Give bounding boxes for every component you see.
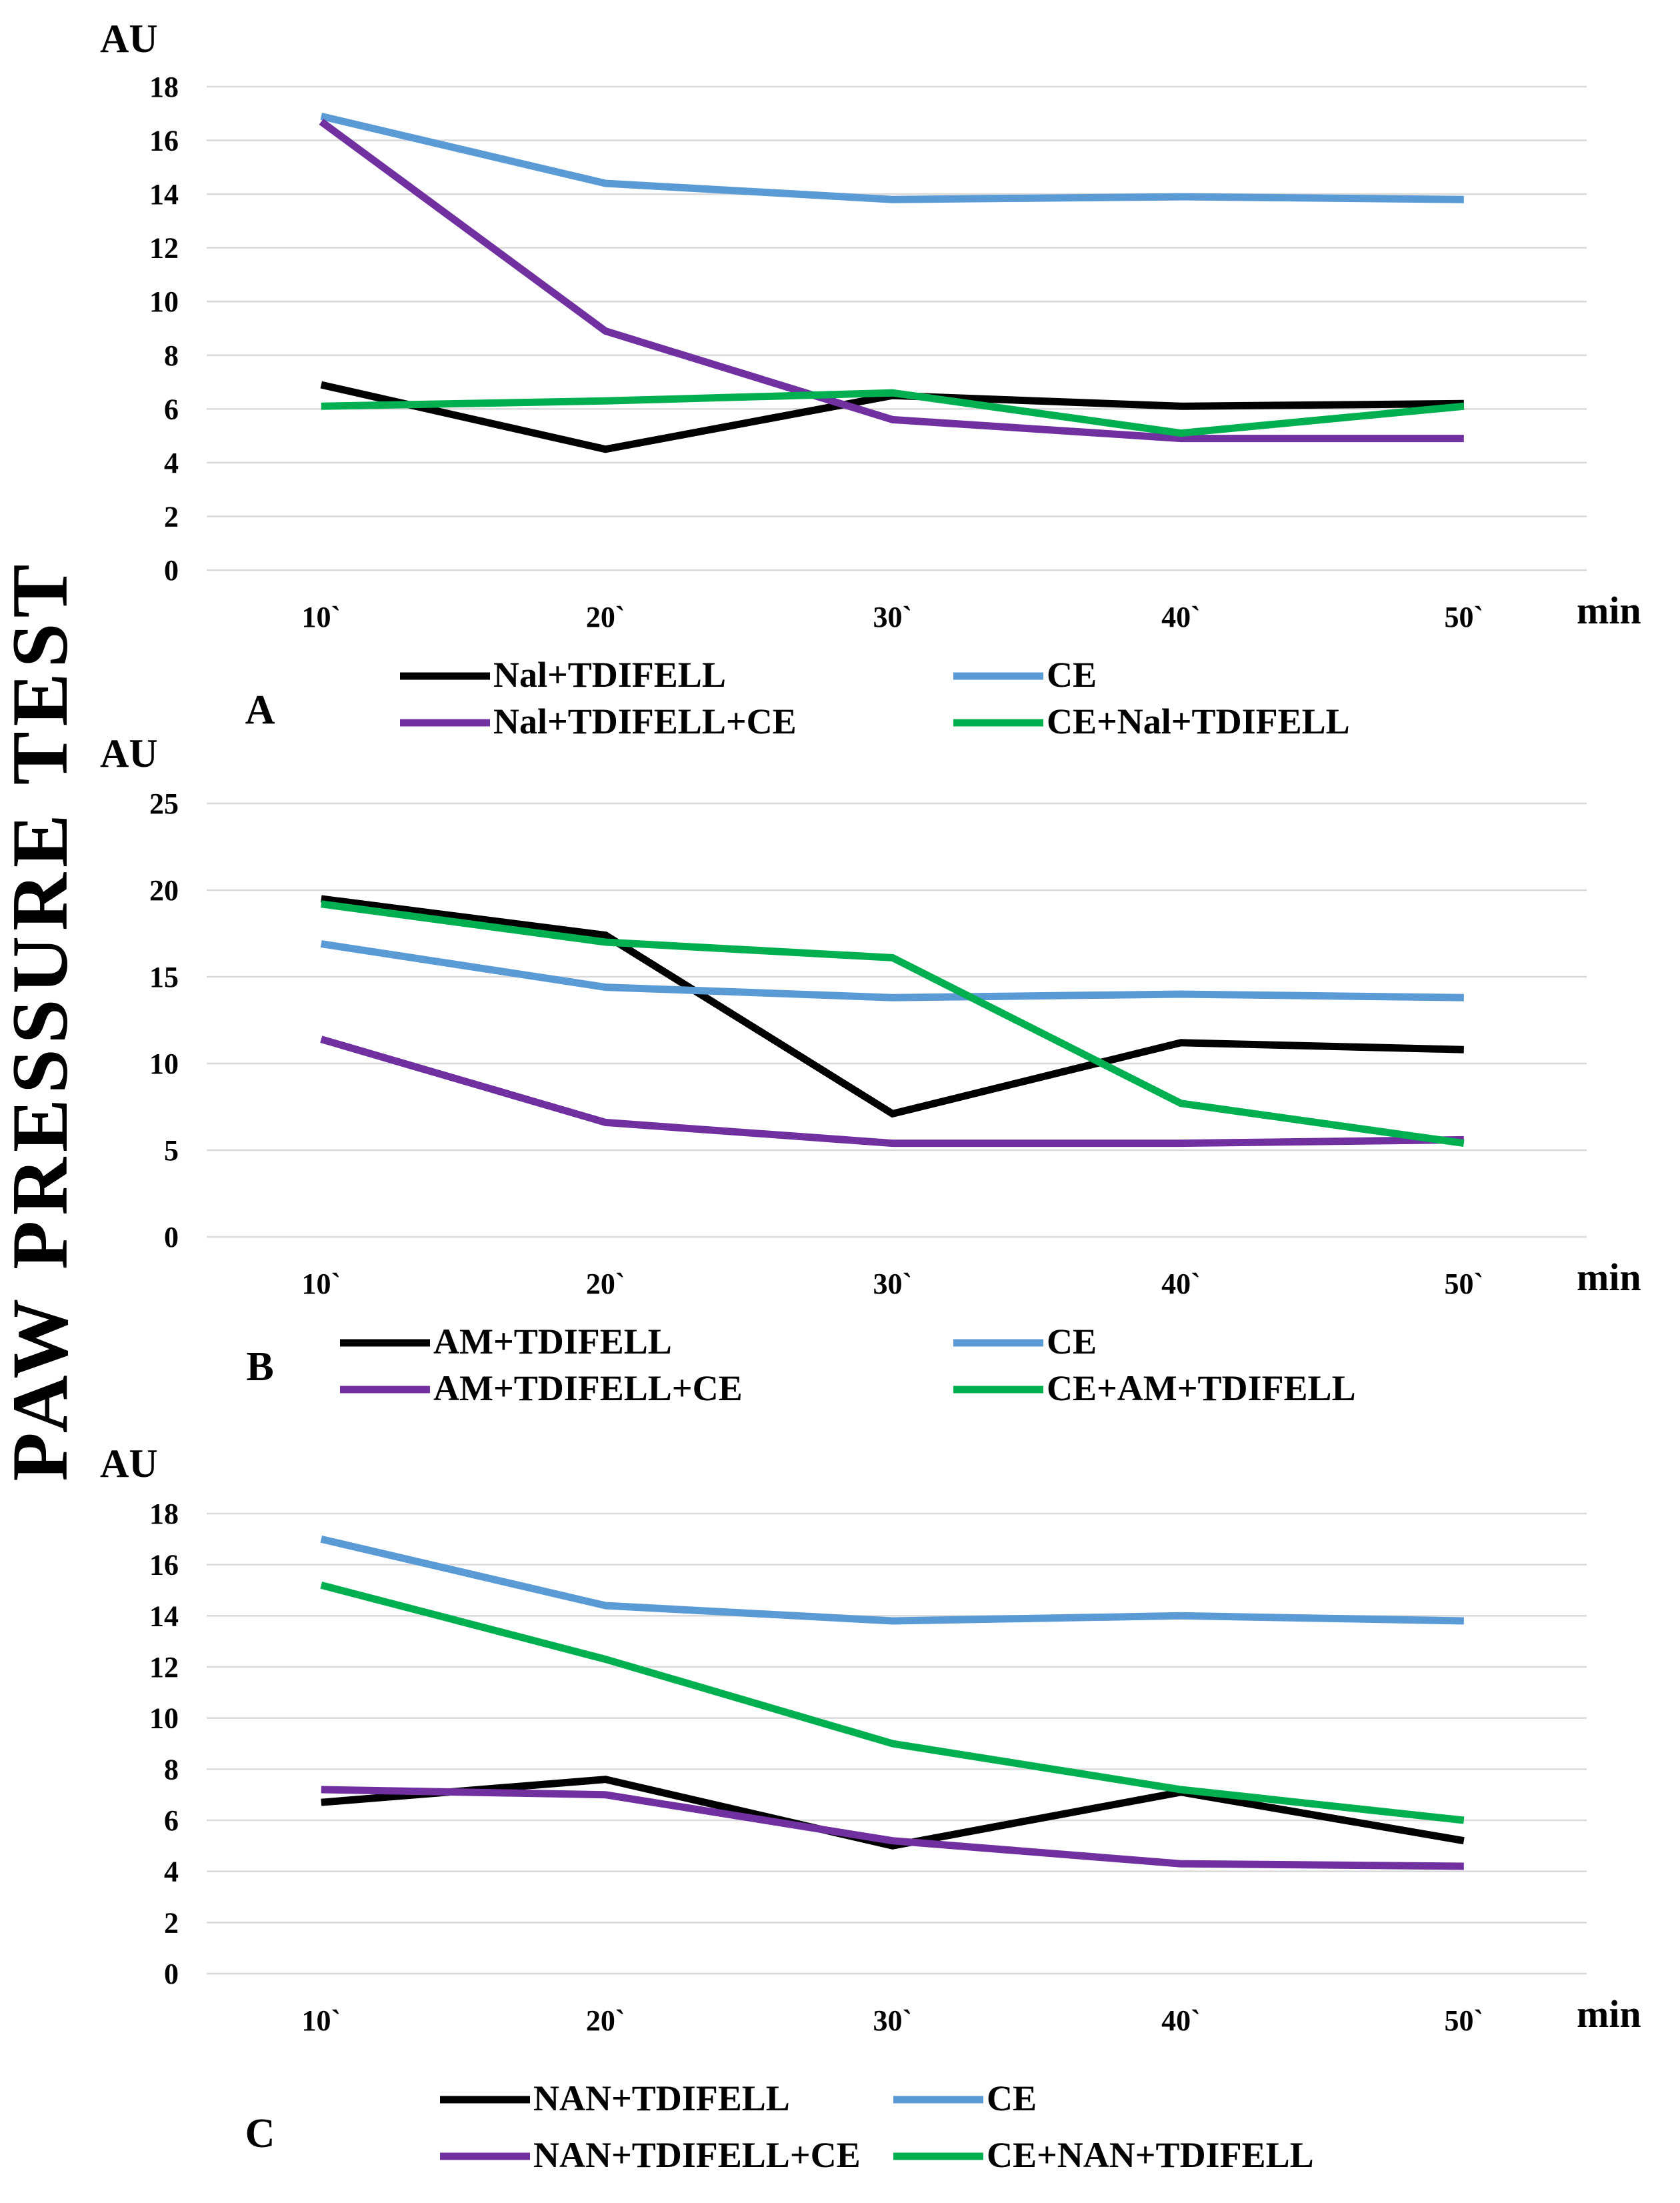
legend-label: Nal+TDIFELL+CE — [493, 701, 797, 741]
series-line-ce — [320, 1535, 1464, 1625]
panel-letter: B — [246, 1344, 273, 1390]
series-line-ce-am-tdifell — [321, 900, 1465, 1148]
y-tick-label: 2 — [164, 500, 179, 533]
y-tick-label: 10 — [149, 1702, 179, 1735]
legend-label: NAN+TDIFELL+CE — [533, 2135, 861, 2175]
x-tick-label: 30` — [873, 2004, 912, 2037]
series-line-ce-nan-tdifell — [320, 1581, 1465, 1824]
x-tick-label: 20` — [586, 1268, 625, 1300]
x-tick-label: 10` — [301, 2004, 341, 2037]
series-line-am-tdifell-ce — [320, 1035, 1464, 1148]
series-line-ce-nal-tdifell — [321, 389, 1465, 437]
legend-label: CE+NAN+TDIFELL — [987, 2135, 1314, 2175]
x-tick-label: 20` — [586, 2004, 625, 2037]
y-tick-label: 5 — [164, 1134, 179, 1167]
x-tick-label: 50` — [1444, 1268, 1483, 1300]
x-tick-label: 40` — [1161, 1268, 1201, 1300]
x-tick-label: 50` — [1444, 601, 1483, 633]
legend-label: CE+Nal+TDIFELL — [1047, 701, 1350, 741]
x-axis-label: min — [1577, 589, 1641, 632]
legend-item: AM+TDIFELL — [340, 1322, 672, 1362]
legend-label: AM+TDIFELL — [433, 1322, 672, 1362]
x-tick-label: 10` — [301, 601, 341, 633]
y-tick-label: 16 — [149, 1549, 179, 1582]
panel-c: 0 2 4 6 8 10 12 14 16 18 AU 10` 20` 30` 40` 50` min C NAN+… — [100, 1442, 1641, 2175]
x-axis-label: min — [1577, 1992, 1641, 2036]
legend-item: NAN+TDIFELL — [440, 2078, 790, 2118]
x-tick-label: 30` — [873, 601, 912, 633]
y-tick-label: 14 — [149, 178, 179, 211]
panel-b: 0 5 10 15 20 25 AU 10` 20` 30` 40` 50` min B AM+TDIFEL… — [100, 731, 1641, 1408]
x-tick-label: 30` — [873, 1268, 912, 1300]
y-tick-label: 10 — [149, 285, 179, 318]
legend-label: AM+TDIFELL+CE — [433, 1368, 743, 1408]
legend-item: CE+Nal+TDIFELL — [953, 701, 1350, 741]
legend-label: CE — [1047, 655, 1097, 695]
legend-label: CE — [1047, 1322, 1097, 1362]
panel-letter: C — [245, 2111, 275, 2156]
series-line-nal-tdifell-ce — [319, 118, 1464, 443]
y-tick-label: 0 — [164, 1221, 179, 1254]
y-tick-label: 18 — [149, 1498, 179, 1530]
y-tick-label: 20 — [149, 874, 179, 907]
legend-item: Nal+TDIFELL — [400, 655, 726, 695]
x-tick-label: 10` — [301, 1268, 341, 1300]
y-tick-label: 0 — [164, 1958, 179, 1990]
series-line-nan-tdifell — [321, 1776, 1465, 1850]
legend-item: Nal+TDIFELL+CE — [400, 701, 797, 741]
x-tick-label: 40` — [1161, 601, 1201, 633]
y-tick-label: 10 — [149, 1047, 179, 1080]
y-tick-label: 16 — [149, 125, 179, 157]
x-tick-label: 50` — [1444, 2004, 1483, 2037]
legend-item: NAN+TDIFELL+CE — [440, 2135, 861, 2175]
legend: Nal+TDIFELL CE Nal+TDIFELL+CE CE+Nal+TDIFEL… — [400, 655, 1350, 741]
y-tick-label: 2 — [164, 1906, 179, 1939]
x-axis-label: min — [1577, 1256, 1641, 1299]
y-tick-label: 8 — [164, 1753, 179, 1786]
y-tick-label: 18 — [149, 71, 179, 103]
legend-item: CE — [893, 2078, 1037, 2118]
y-tick-label: 0 — [164, 554, 179, 587]
y-axis-label: AU — [100, 1442, 158, 1486]
x-tick-label: 20` — [586, 601, 625, 633]
y-axis-label: AU — [100, 17, 158, 61]
legend-item: CE+NAN+TDIFELL — [893, 2135, 1314, 2175]
y-axis-label: AU — [100, 731, 158, 775]
y-tick-label: 12 — [149, 1651, 179, 1684]
series-line-am-tdifell — [321, 895, 1464, 1118]
y-tick-label: 15 — [149, 961, 179, 993]
x-tick-label: 40` — [1161, 2004, 1201, 2037]
legend-item: CE — [953, 655, 1097, 695]
legend-label: Nal+TDIFELL — [493, 655, 726, 695]
y-tick-label: 25 — [149, 787, 179, 820]
y-tick-label: 8 — [164, 339, 179, 372]
panel-letter: A — [245, 687, 275, 733]
legend-label: NAN+TDIFELL — [533, 2078, 790, 2118]
legend-item: CE+AM+TDIFELL — [953, 1368, 1356, 1408]
y-tick-label: 6 — [164, 1804, 179, 1837]
legend-label: CE — [987, 2078, 1037, 2118]
series-line-ce — [320, 940, 1464, 1001]
y-tick-label: 6 — [164, 393, 179, 425]
legend-label: CE+AM+TDIFELL — [1047, 1368, 1356, 1408]
figure-side-title: PAW PRESSURE TEST — [0, 559, 84, 1481]
legend-item: CE — [953, 1322, 1097, 1362]
panel-a: 0 2 4 6 8 10 12 14 16 18 AU 10` 20` 30` 40` 50` min A Nal+… — [100, 17, 1641, 741]
y-tick-label: 12 — [149, 232, 179, 265]
legend: AM+TDIFELL CE AM+TDIFELL+CE CE+AM+TDIFELL — [340, 1322, 1356, 1408]
series-line-ce — [320, 112, 1464, 203]
y-tick-label: 14 — [149, 1600, 179, 1632]
y-tick-label: 4 — [164, 447, 179, 479]
legend: NAN+TDIFELL CE NAN+TDIFELL+CE CE+NAN+TDIFEL… — [440, 2078, 1314, 2175]
legend-item: AM+TDIFELL+CE — [340, 1368, 743, 1408]
y-tick-label: 4 — [164, 1856, 179, 1888]
series-line-nan-tdifell-ce — [321, 1786, 1464, 1870]
